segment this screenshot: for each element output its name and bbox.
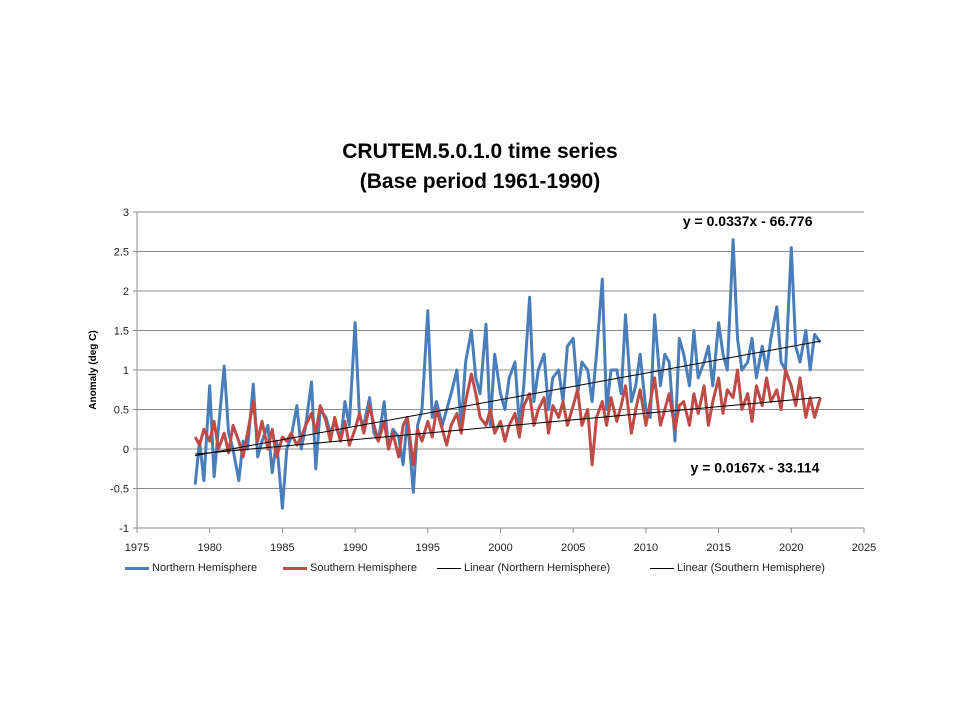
y-tick-label: 3 bbox=[123, 207, 129, 219]
x-tick-label: 2005 bbox=[561, 542, 585, 554]
legend-swatch bbox=[283, 566, 307, 570]
trend-equation-label: y = 0.0167x - 33.114 bbox=[691, 460, 820, 476]
x-tick-label: 1995 bbox=[416, 542, 440, 554]
chart-subtitle: (Base period 1961-1990) bbox=[359, 170, 601, 193]
y-tick-label: 2 bbox=[123, 286, 129, 298]
legend-item: Linear (Southern Hemisphere) bbox=[650, 562, 825, 574]
x-tick-label: 2020 bbox=[779, 542, 803, 554]
legend-label: Northern Hemisphere bbox=[152, 562, 258, 574]
legend-label: Southern Hemisphere bbox=[310, 562, 418, 574]
trend-equation-label: y = 0.0337x - 66.776 bbox=[683, 213, 813, 229]
y-tick-label: 2.5 bbox=[114, 247, 129, 259]
legend-swatch bbox=[125, 566, 149, 570]
legend-swatch bbox=[437, 567, 461, 569]
x-tick-label: 2000 bbox=[488, 542, 512, 554]
chart-legend: Northern Hemisphere Southern Hemisphere Li… bbox=[0, 562, 960, 586]
chart-title: CRUTEM.5.0.1.0 time series bbox=[342, 140, 618, 163]
trendline-southern bbox=[195, 396, 821, 455]
y-tick-label: -1 bbox=[119, 523, 129, 535]
legend-label: Linear (Northern Hemisphere) bbox=[464, 562, 611, 574]
x-tick-label: 1975 bbox=[125, 542, 149, 554]
y-tick-label: 1 bbox=[123, 365, 129, 377]
legend-label: Linear (Southern Hemisphere) bbox=[677, 562, 825, 574]
series-line-northern bbox=[193, 238, 822, 510]
x-tick-label: 2015 bbox=[706, 542, 730, 554]
chart-plot: -1 -0.5 0 0.5 1 1.5 2 2.5 3 1975 1980 1985 1990 1995 2… bbox=[88, 207, 876, 554]
x-tick-label: 1990 bbox=[343, 542, 367, 554]
y-axis-label: Anomaly (deg C) bbox=[88, 330, 99, 409]
y-tick-label: 0.5 bbox=[114, 405, 129, 417]
y-tick-label: 1.5 bbox=[114, 326, 129, 338]
trendline-northern bbox=[195, 340, 821, 457]
x-tick-label: 2025 bbox=[852, 542, 876, 554]
x-tick-label: 2010 bbox=[634, 542, 658, 554]
legend-item: Northern Hemisphere bbox=[125, 562, 257, 574]
y-tick-label: 0 bbox=[123, 444, 129, 456]
x-tick-label: 1985 bbox=[270, 542, 294, 554]
x-tick-label: 1980 bbox=[197, 542, 221, 554]
legend-item: Southern Hemisphere bbox=[283, 562, 417, 574]
legend-swatch bbox=[650, 567, 674, 569]
y-tick-label: -0.5 bbox=[110, 484, 129, 496]
series-line-southern bbox=[193, 368, 822, 467]
legend-item: Linear (Northern Hemisphere) bbox=[437, 562, 610, 574]
